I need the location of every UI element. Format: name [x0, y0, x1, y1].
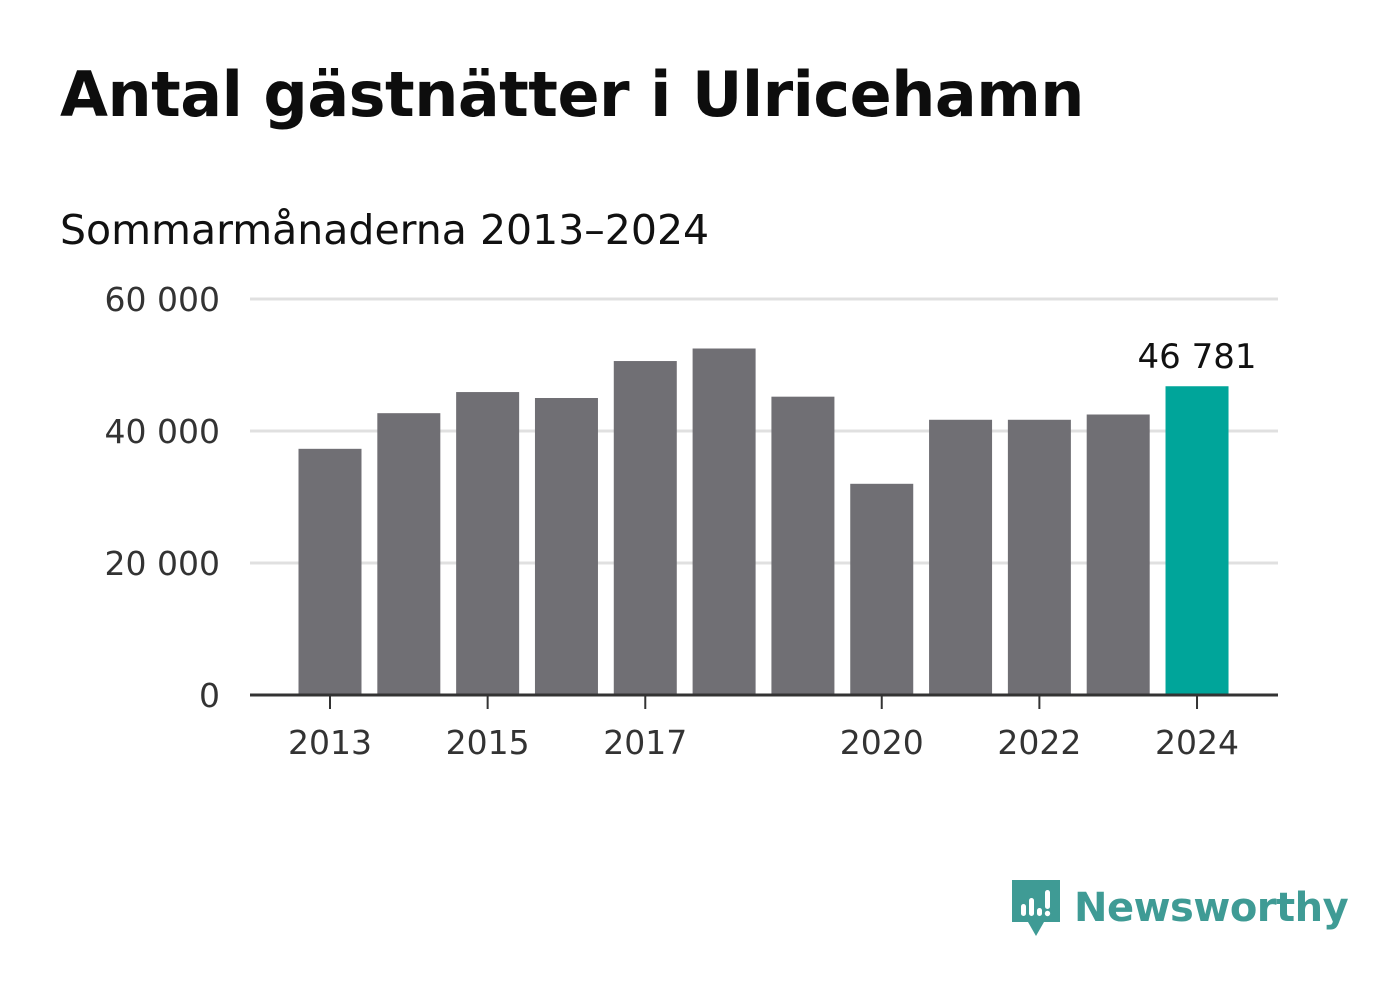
- bars: [298, 348, 1229, 695]
- bar-2013: [298, 448, 362, 695]
- bar-2017: [613, 361, 677, 695]
- bar-2021: [929, 419, 993, 695]
- bar-2020: [850, 483, 914, 695]
- bar-2018: [692, 348, 756, 695]
- x-tick-label: 2015: [446, 723, 530, 762]
- y-tick-label: 40 000: [105, 412, 220, 451]
- newsworthy-logo: Newsworthy: [1010, 878, 1349, 938]
- bar-2024: [1165, 386, 1229, 695]
- labels: 0 20 000 40 000 60 000 46 781 2013 2015 2017 202…: [105, 280, 1257, 762]
- x-tick-label: 2020: [840, 723, 924, 762]
- bar-2019: [771, 396, 835, 695]
- x-tick-label: 2017: [603, 723, 687, 762]
- chart-subtitle: Sommarmånaderna 2013–2024: [60, 206, 710, 254]
- bar-2016: [534, 398, 598, 695]
- x-tick-label: 2024: [1155, 723, 1239, 762]
- chart-title: Antal gästnätter i Ulricehamn: [60, 58, 1084, 131]
- x-tick-label: 2022: [997, 723, 1081, 762]
- y-tick-label: 60 000: [105, 280, 220, 319]
- x-tick-label: 2013: [288, 723, 372, 762]
- bar-2022: [1007, 419, 1071, 695]
- bar-2014: [377, 413, 441, 695]
- bar-value-label: 46 781: [1138, 337, 1257, 377]
- brand-name: Newsworthy: [1074, 885, 1349, 931]
- bar-2023: [1086, 414, 1150, 695]
- y-tick-label: 20 000: [105, 544, 220, 583]
- bar-2015: [456, 392, 520, 695]
- newsworthy-logo-icon: [1012, 880, 1060, 936]
- axes: [250, 693, 1278, 709]
- y-tick-label: 0: [199, 676, 220, 715]
